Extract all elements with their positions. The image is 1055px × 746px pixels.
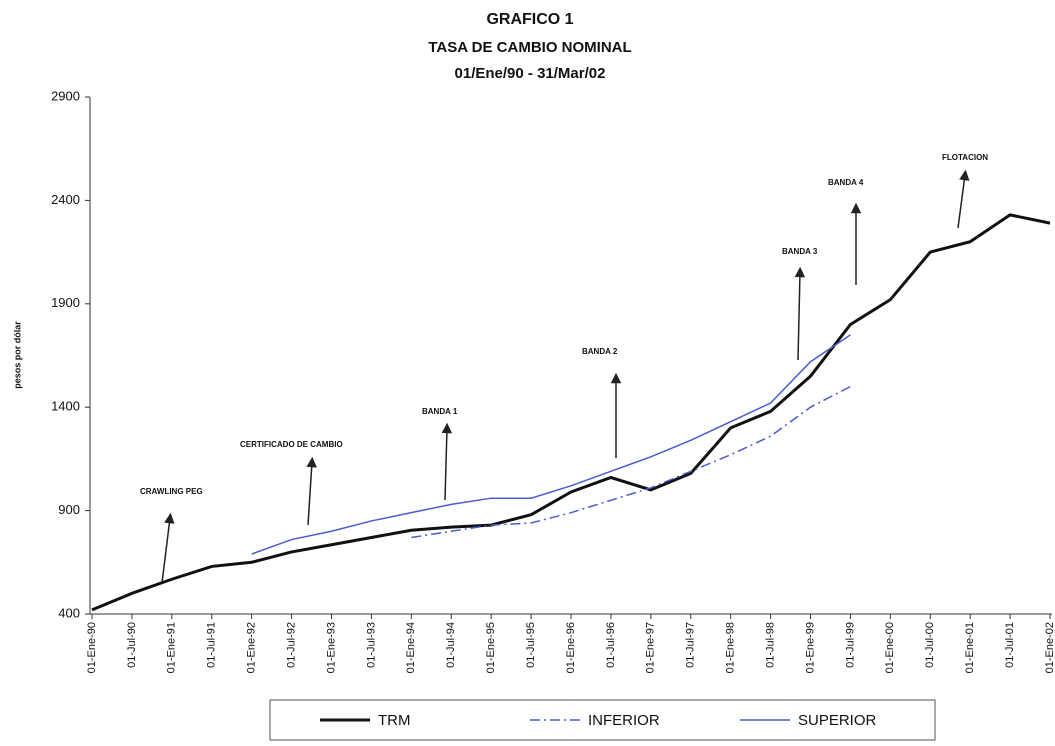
- annotation: BANDA 2: [582, 347, 618, 356]
- x-tick-label: 01-Ene-99: [804, 622, 816, 673]
- annotation: CERTIFICADO DE CAMBIO: [240, 440, 343, 449]
- annotation-arrow: [306, 456, 317, 526]
- x-tick-label: 01-Jul-00: [924, 622, 936, 668]
- chart-subtitle: TASA DE CAMBIO NOMINAL: [428, 39, 631, 56]
- y-tick-label: 400: [58, 605, 80, 620]
- legend-label: TRM: [378, 712, 411, 729]
- x-tick-label: 01-Jul-01: [1004, 622, 1016, 668]
- annotation-arrow: [957, 169, 970, 229]
- x-tick-label: 01-Jul-97: [685, 622, 697, 668]
- y-tick-label: 900: [58, 502, 80, 517]
- annotation: FLOTACION: [942, 153, 988, 162]
- y-tick-label: 2400: [51, 192, 80, 207]
- legend-label: SUPERIOR: [798, 712, 877, 729]
- x-tick-label: 01-Jul-94: [445, 622, 457, 668]
- x-tick-label: 01-Ene-00: [884, 622, 896, 673]
- annotation: BANDA 4: [828, 178, 864, 187]
- x-tick-label: 01-Jul-99: [844, 622, 856, 668]
- chart-subtitle: 01/Ene/90 - 31/Mar/02: [455, 65, 606, 82]
- x-tick-label: 01-Jul-92: [285, 622, 297, 668]
- x-tick-label: 01-Ene-93: [325, 622, 337, 673]
- legend: [269, 699, 936, 741]
- y-axis-label: pesos por dólar: [12, 321, 22, 389]
- series-line: [91, 213, 1051, 612]
- annotation-arrow: [794, 266, 806, 361]
- x-tick-label: 01-Ene-94: [405, 622, 417, 673]
- x-tick-label: 01-Ene-90: [86, 622, 98, 673]
- x-tick-label: 01-Ene-91: [166, 622, 178, 673]
- x-tick-label: 01-Jul-95: [525, 622, 537, 668]
- series-line: [251, 334, 851, 555]
- legend-label: INFERIOR: [588, 712, 660, 729]
- x-tick-label: 01-Jul-90: [126, 622, 138, 668]
- x-tick-label: 01-Ene-92: [246, 622, 258, 673]
- annotation-arrow: [441, 422, 453, 501]
- annotation: BANDA 1: [422, 407, 458, 416]
- annotation: CRAWLING PEG: [140, 487, 203, 496]
- x-tick-label: 01-Jul-98: [764, 622, 776, 668]
- annotation: BANDA 3: [782, 247, 818, 256]
- x-tick-label: 01-Jul-93: [365, 622, 377, 668]
- x-tick-label: 01-Jul-91: [206, 622, 218, 668]
- chart-title: GRAFICO 1: [486, 11, 573, 28]
- x-tick-label: 01-Jul-96: [605, 622, 617, 668]
- x-tick-label: 01-Ene-98: [725, 622, 737, 673]
- x-tick-label: 01-Ene-95: [485, 622, 497, 673]
- x-tick-label: 01-Ene-96: [565, 622, 577, 673]
- y-tick-label: 1400: [51, 399, 80, 414]
- x-tick-label: 01-Ene-02: [1044, 622, 1055, 673]
- annotation-arrow: [161, 512, 175, 584]
- y-tick-label: 1900: [51, 295, 80, 310]
- x-tick-label: 01-Ene-97: [645, 622, 657, 673]
- series-line: [411, 385, 851, 539]
- y-tick-label: 2900: [51, 88, 80, 103]
- x-tick-label: 01-Ene-01: [964, 622, 976, 673]
